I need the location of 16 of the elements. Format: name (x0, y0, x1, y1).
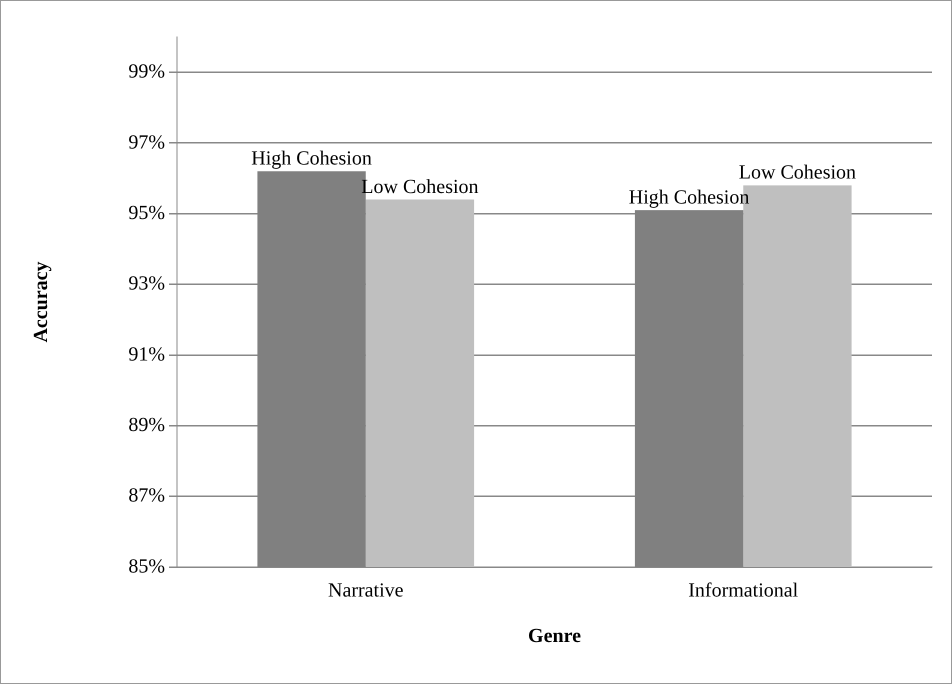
y-tick-label: 91% (128, 343, 165, 366)
y-tick-label: 97% (128, 131, 165, 154)
x-axis-title: Genre (528, 625, 582, 648)
y-tick-label: 87% (128, 484, 165, 507)
x-tick-label: Narrative (328, 579, 404, 602)
series-label: High Cohesion (251, 148, 372, 170)
y-axis-title: Accuracy (30, 261, 52, 343)
y-tick-label: 95% (128, 202, 165, 224)
text: High Cohesion (628, 186, 750, 208)
y-tick-label: 99% (128, 60, 165, 83)
x-tick-label: Informational (688, 579, 799, 602)
series-label: Low Cohesion (361, 176, 479, 198)
y-tick-label: 93% (128, 272, 165, 295)
text: Low Cohesion (738, 162, 856, 184)
y-tick-label: 85% (128, 555, 165, 578)
y-tick-label: 89% (128, 414, 165, 436)
